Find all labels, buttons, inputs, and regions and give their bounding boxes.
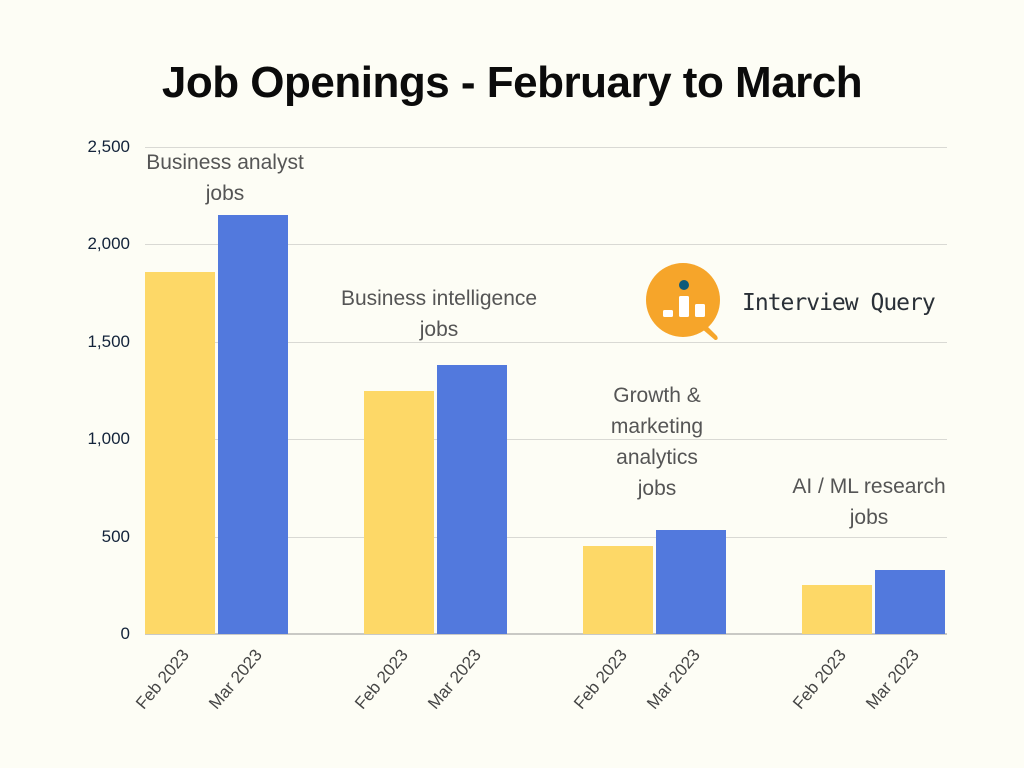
- interview-query-logo-icon: [646, 263, 720, 340]
- x-tick-label: Feb 2023: [132, 645, 193, 713]
- y-tick-label: 1,500: [87, 331, 130, 351]
- bar-mar: [656, 529, 726, 634]
- bar-feb: [145, 271, 215, 634]
- bar-mar: [875, 569, 945, 634]
- gridline: [145, 439, 947, 441]
- gridline: [145, 147, 947, 148]
- category-label: Growth & marketing analytics jobs: [610, 384, 704, 500]
- y-tick-label: 2,000: [87, 234, 130, 254]
- bar-feb: [802, 585, 872, 634]
- y-tick-label: 1,000: [87, 429, 130, 449]
- gridline: [145, 536, 947, 538]
- chart-title: Job Openings - February to March: [161, 58, 863, 107]
- x-tick-label: Mar 2023: [205, 645, 266, 713]
- x-tick-label: Mar 2023: [424, 645, 485, 713]
- y-tick-label: 500: [101, 526, 130, 546]
- x-tick-label: Mar 2023: [643, 645, 704, 713]
- category-label: AI / ML research jobs: [792, 475, 946, 529]
- x-tick-label: Feb 2023: [351, 645, 412, 713]
- x-tick-label: Feb 2023: [789, 645, 850, 713]
- x-axis-line: [145, 633, 947, 635]
- bar-feb: [583, 546, 653, 634]
- y-tick-label: 2,500: [87, 137, 130, 156]
- x-tick-label: Mar 2023: [862, 645, 923, 713]
- category-label: Business intelligence jobs: [340, 287, 538, 341]
- y-tick-label: 0: [120, 624, 130, 643]
- plot-area: [145, 147, 947, 635]
- x-tick-label: Feb 2023: [570, 645, 631, 713]
- gridline: [145, 341, 947, 343]
- bar-mar: [437, 365, 507, 634]
- interview-query-logo-text: Interview Query: [742, 290, 936, 316]
- gridline: [145, 244, 947, 246]
- category-label: Business analyst jobs: [146, 151, 304, 205]
- bar-feb: [364, 390, 434, 634]
- bar-mar: [218, 215, 288, 634]
